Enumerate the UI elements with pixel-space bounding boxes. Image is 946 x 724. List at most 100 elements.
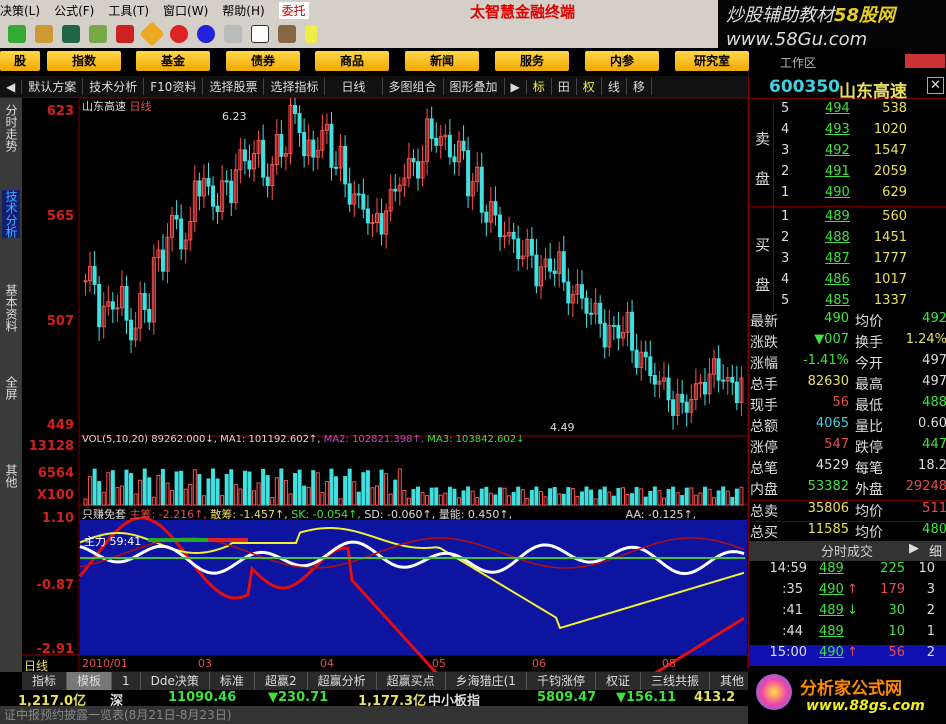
detail-button[interactable]: 细 — [929, 545, 943, 560]
indicator-tab[interactable]: 超赢买点 — [377, 672, 446, 690]
indicator-tab[interactable]: Dde决策 — [141, 672, 210, 690]
candle-body — [479, 166, 484, 213]
category-index[interactable]: 指数 — [47, 51, 121, 71]
buy-level[interactable]: 1 489 560 — [749, 209, 946, 230]
help-cursor-icon[interactable] — [305, 25, 317, 43]
tab-move[interactable]: 移 — [627, 78, 652, 95]
toolbar-icon[interactable] — [116, 25, 134, 43]
category-news[interactable]: 新闻 — [405, 51, 479, 71]
tab-daily[interactable]: 日线 — [325, 78, 383, 95]
sell-level[interactable]: 4 493 1020 — [749, 122, 946, 143]
menu-item[interactable]: 公式(F) — [54, 3, 95, 18]
tick-row[interactable]: :41 489 ↓ 30 2 — [749, 603, 946, 624]
sidebar-item-fullscreen[interactable]: 全屏 — [4, 376, 18, 400]
toolbar-icon[interactable] — [8, 25, 26, 43]
sell-level[interactable]: 5 494 538 — [749, 101, 946, 122]
toolbar-icon[interactable] — [89, 25, 107, 43]
toolbar-icon[interactable] — [170, 25, 188, 43]
tab-select-indicator[interactable]: 选择指标 — [264, 78, 326, 95]
category-fund[interactable]: 基金 — [136, 51, 210, 71]
indicator-tab[interactable]: 权证 — [596, 672, 641, 690]
tab-grid[interactable]: 田 — [552, 78, 577, 95]
chart-area[interactable] — [0, 98, 748, 672]
sidebar-item-fundamental[interactable]: 基本资料 — [4, 284, 18, 332]
toolbar-icon[interactable] — [139, 21, 165, 47]
sidebar-item-other[interactable]: 其他 — [4, 464, 18, 488]
indicator-axis-label: -0.87 — [36, 578, 74, 593]
category-commodity[interactable]: 商品 — [315, 51, 389, 71]
candle-body — [456, 140, 461, 163]
status-bar[interactable]: 证中报预约披露一览表(8月21日-8月23日) — [0, 706, 748, 724]
sell-level[interactable]: 1 490 629 — [749, 185, 946, 206]
indicator-tab[interactable]: 1 — [112, 672, 141, 690]
menu-item[interactable]: 帮助(H) — [222, 3, 265, 18]
binoculars-icon[interactable] — [62, 25, 80, 43]
indicator-tab[interactable]: 标准 — [210, 672, 255, 690]
indicator-tab[interactable]: 超赢2 — [255, 672, 308, 690]
toolbar-icon[interactable] — [35, 25, 53, 43]
indicator-tab[interactable]: 三线共振 — [641, 672, 710, 690]
entrust-button[interactable]: 委托 — [278, 1, 309, 19]
buy-level[interactable]: 5 485 1337 — [749, 293, 946, 314]
category-stock[interactable]: 股 — [0, 51, 40, 71]
tab-multi-chart[interactable]: 多图组合 — [383, 78, 444, 95]
volume-bar — [265, 475, 270, 506]
stat-value: 82630 — [807, 374, 849, 389]
candle-body — [538, 266, 543, 287]
volume-bar — [165, 482, 170, 506]
tick-row[interactable]: :35 490 ↑ 179 3 — [749, 582, 946, 603]
tab-default-scheme[interactable]: 默认方案 — [22, 78, 84, 95]
ticker-label[interactable]: 中小板指 — [428, 694, 481, 709]
indicator-tab[interactable]: 乡海猎庄(1 — [446, 672, 527, 690]
tab-mark[interactable]: 标 — [527, 78, 552, 95]
calendar-icon[interactable] — [251, 25, 269, 43]
indicator-tab[interactable]: 模板 — [67, 672, 113, 690]
sell-level[interactable]: 2 491 2059 — [749, 164, 946, 185]
ticks-title[interactable]: 分时成交 — [821, 545, 874, 560]
ticker-value: 1,217.0亿 — [18, 694, 87, 709]
menu-item[interactable]: 决策(L) — [0, 3, 41, 18]
indicator-tab[interactable]: 指标 — [22, 672, 68, 690]
tab-line[interactable]: 线 — [602, 78, 627, 95]
volume-bar — [129, 473, 134, 506]
buy-level[interactable]: 4 486 1017 — [749, 272, 946, 293]
period-indicator[interactable]: 日线 — [24, 659, 49, 673]
category-insider[interactable]: 内参 — [585, 51, 659, 71]
buy-level[interactable]: 2 488 1451 — [749, 230, 946, 251]
books-icon[interactable] — [278, 25, 296, 43]
close-icon[interactable]: ✕ — [927, 77, 944, 94]
stock-name: 山东高速 — [839, 82, 907, 102]
category-research[interactable]: 研究室 — [675, 51, 749, 71]
ticker-value: 11090.46 — [168, 690, 237, 705]
indicator-tab[interactable]: 超赢分析 — [308, 672, 377, 690]
toolbar-icon[interactable] — [224, 25, 242, 43]
play-icon[interactable]: ▶ — [909, 541, 919, 556]
category-service[interactable]: 服务 — [495, 51, 569, 71]
candle-body — [129, 319, 134, 341]
tab-overlay[interactable]: 图形叠加 — [444, 78, 505, 95]
tick-row[interactable]: 14:59 489 225 10 — [749, 561, 946, 582]
ticker-label[interactable]: 深 — [110, 694, 124, 709]
scroll-left-icon[interactable]: ◀ — [0, 79, 23, 94]
scroll-right-icon[interactable]: ▶ — [505, 79, 527, 94]
menu-item[interactable]: 窗口(W) — [163, 3, 209, 18]
tab-f10[interactable]: F10资料 — [144, 78, 204, 95]
category-bond[interactable]: 债券 — [226, 51, 300, 71]
period-label: 日线 — [129, 100, 152, 113]
indicator-tab[interactable]: 千钧涨停 — [527, 672, 596, 690]
workspace-label[interactable]: 工作区 — [780, 56, 817, 70]
sell-level[interactable]: 3 492 1547 — [749, 143, 946, 164]
tick-row[interactable]: 15:00 490 ↑ 56 2 — [749, 645, 946, 666]
tab-select-stock[interactable]: 选择股票 — [203, 78, 265, 95]
tick-row[interactable]: :44 489 10 1 — [749, 624, 946, 645]
sidebar-item-intraday[interactable]: 分时走势 — [4, 104, 18, 152]
buy-level[interactable]: 3 487 1777 — [749, 251, 946, 272]
tab-technical[interactable]: 技术分析 — [83, 78, 145, 95]
sidebar-item-technical[interactable]: 技术分析 — [2, 190, 20, 238]
tab-right[interactable]: 权 — [577, 78, 602, 95]
menu-item[interactable]: 工具(T) — [108, 3, 150, 18]
toolbar-icon[interactable] — [197, 25, 215, 43]
stat-value: 547 — [824, 437, 849, 452]
window-controls[interactable] — [905, 54, 945, 68]
candle-body — [602, 322, 607, 348]
